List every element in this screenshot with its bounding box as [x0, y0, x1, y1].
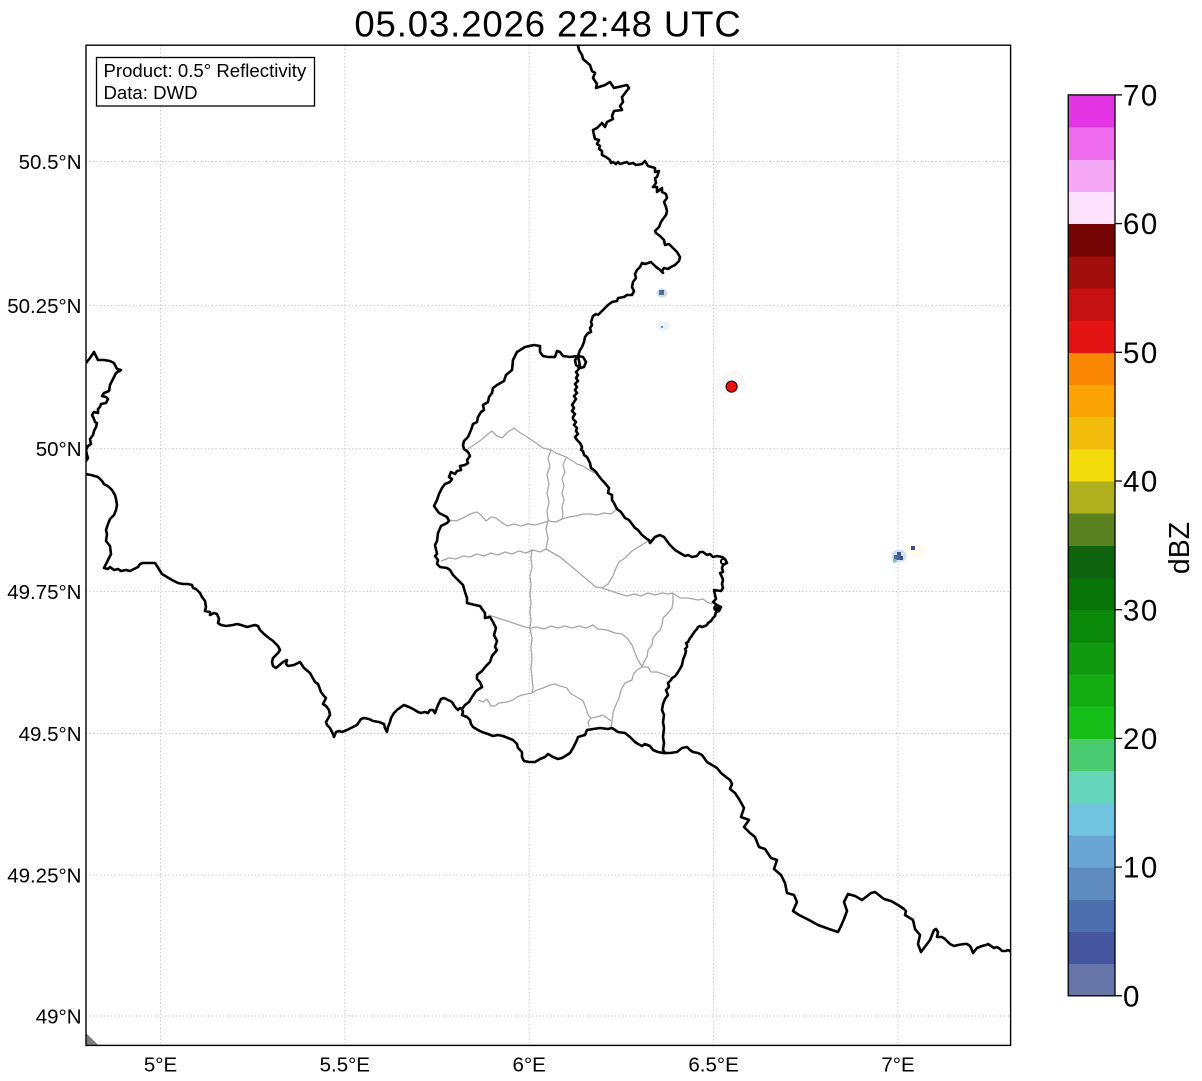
- svg-text:dBZ: dBZ: [1164, 522, 1196, 574]
- svg-text:40: 40: [1123, 466, 1159, 499]
- svg-text:49.25°N: 49.25°N: [7, 864, 81, 887]
- svg-text:50.5°N: 50.5°N: [19, 151, 82, 174]
- svg-text:50°N: 50°N: [36, 438, 82, 461]
- svg-text:50.25°N: 50.25°N: [7, 295, 81, 318]
- svg-text:50: 50: [1123, 337, 1159, 370]
- svg-text:49.75°N: 49.75°N: [7, 581, 81, 604]
- svg-text:30: 30: [1123, 594, 1159, 627]
- svg-text:49.5°N: 49.5°N: [19, 723, 82, 746]
- svg-text:Data: DWD: Data: DWD: [104, 82, 198, 103]
- svg-text:10: 10: [1123, 852, 1159, 885]
- svg-text:20: 20: [1123, 723, 1159, 756]
- svg-text:6°E: 6°E: [513, 1054, 546, 1077]
- svg-text:49°N: 49°N: [36, 1005, 82, 1028]
- svg-text:Product: 0.5° Reflectivity: Product: 0.5° Reflectivity: [104, 60, 307, 81]
- svg-text:0: 0: [1123, 980, 1141, 1013]
- svg-text:70: 70: [1123, 80, 1159, 113]
- svg-text:6.5°E: 6.5°E: [688, 1054, 738, 1077]
- svg-text:05.03.2026 22:48 UTC: 05.03.2026 22:48 UTC: [354, 4, 741, 45]
- svg-text:5°E: 5°E: [144, 1054, 177, 1077]
- svg-text:60: 60: [1123, 208, 1159, 241]
- svg-text:5.5°E: 5.5°E: [320, 1054, 370, 1077]
- svg-text:7°E: 7°E: [881, 1054, 914, 1077]
